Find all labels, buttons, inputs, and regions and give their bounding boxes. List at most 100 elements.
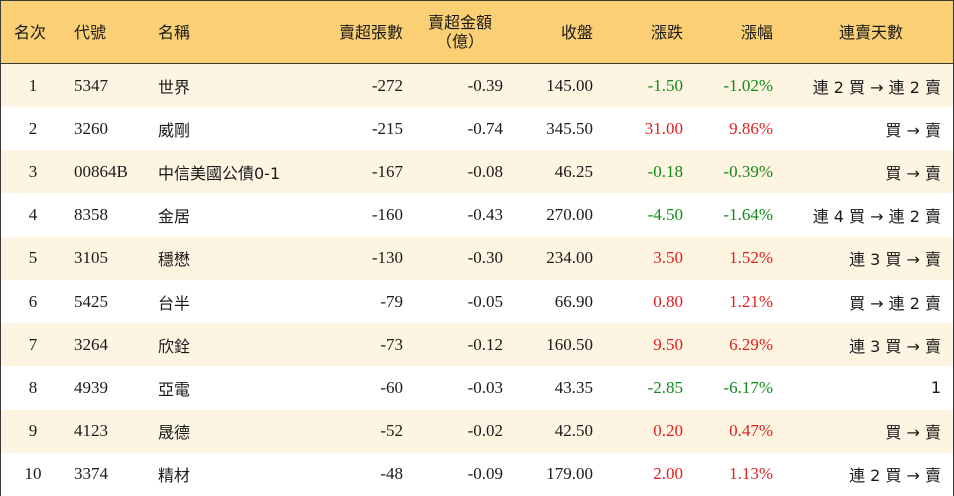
table-row: 7 3264 欣銓 -73 -0.12 160.50 9.50 6.29% 連 … [1,323,953,367]
streak-cell: 買 → 賣 [885,120,941,140]
header-sell-volume: 賣超張數 [338,22,403,42]
change-pct-cell: 6.29% [729,334,773,354]
code-cell: 4123 [74,421,108,441]
change-cell: 2.00 [653,464,683,484]
close-cell: 160.50 [546,334,593,354]
rank-cell: 1 [28,75,38,95]
streak-cell: 連 2 買 → 連 2 賣 [812,77,941,97]
change-cell: 0.20 [653,421,683,441]
header-change: 漲跌 [650,22,683,42]
sell-volume-cell: -73 [380,334,403,354]
sell-volume-cell: -48 [380,464,403,484]
change-cell: -0.18 [647,161,683,181]
change-pct-cell: 1.21% [729,291,773,311]
change-pct-cell: 1.13% [729,464,773,484]
name-cell: 晟德 [158,423,191,443]
sell-volume-cell: -130 [371,248,403,268]
header-change-pct: 漲幅 [740,22,773,42]
streak-cell: 連 4 買 → 連 2 賣 [812,207,941,227]
sell-amount-cell: -0.08 [467,161,503,181]
sell-volume-cell: -79 [380,291,403,311]
table-row: 3 00864B 中信美國公債0-1 -167 -0.08 46.25 -0.1… [1,150,953,194]
sell-amount-cell: -0.39 [467,75,503,95]
header-sell-amount-line2: （億） [435,32,484,51]
close-cell: 46.25 [554,161,593,181]
close-cell: 145.00 [546,75,593,95]
rank-cell: 2 [28,118,38,138]
sell-volume-cell: -52 [380,421,403,441]
close-cell: 234.00 [546,248,593,268]
name-cell: 欣銓 [158,336,191,356]
table-row: 8 4939 亞電 -60 -0.03 43.35 -2.85 -6.17% 1 [1,366,953,410]
sell-amount-cell: -0.05 [467,291,503,311]
header-streak: 連賣天數 [838,22,903,42]
change-pct-cell: 1.52% [729,248,773,268]
table-header: 名次 代號 名稱 賣超張數 賣超金額 （億） 收盤 漲跌 漲幅 連賣天數 [1,1,953,64]
sell-amount-cell: -0.12 [467,334,503,354]
table-row: 4 8358 金居 -160 -0.43 270.00 -4.50 -1.64%… [1,193,953,237]
close-cell: 270.00 [546,205,593,225]
sell-volume-cell: -60 [380,377,403,397]
name-cell: 精材 [158,466,191,486]
change-cell: 3.50 [653,248,683,268]
rank-cell: 10 [24,464,42,484]
sell-volume-cell: -272 [371,75,403,95]
table-row: 1 5347 世界 -272 -0.39 145.00 -1.50 -1.02%… [1,64,953,107]
header-sell-amount-line1: 賣超金額 [427,13,492,32]
rank-cell: 5 [28,248,38,268]
streak-cell: 連 2 買 → 賣 [849,466,941,486]
close-cell: 345.50 [546,118,593,138]
change-cell: -4.50 [647,205,683,225]
close-cell: 179.00 [546,464,593,484]
sell-volume-cell: -215 [371,118,403,138]
code-cell: 3260 [74,118,108,138]
change-pct-cell: 0.47% [729,421,773,441]
rank-cell: 3 [28,161,38,181]
table-row: 10 3374 精材 -48 -0.09 179.00 2.00 1.13% 連… [1,452,953,496]
code-cell: 3105 [74,248,108,268]
rank-cell: 7 [28,334,38,354]
name-cell: 金居 [158,207,191,227]
change-pct-cell: -1.64% [723,205,773,225]
streak-cell: 連 3 買 → 賣 [849,250,941,270]
table-row: 9 4123 晟德 -52 -0.02 42.50 0.20 0.47% 買 →… [1,409,953,453]
change-cell: 9.50 [653,334,683,354]
sell-volume-cell: -160 [371,205,403,225]
change-cell: 31.00 [644,118,683,138]
close-cell: 42.50 [554,421,593,441]
close-cell: 66.90 [554,291,593,311]
header-sell-amount: 賣超金額 （億） [418,1,502,63]
name-cell: 台半 [158,293,191,313]
code-cell: 00864B [74,161,128,181]
name-cell: 穩懋 [158,250,191,270]
rank-cell: 6 [28,291,38,311]
name-cell: 中信美國公債0-1 [158,163,281,183]
close-cell: 43.35 [554,377,593,397]
sell-amount-cell: -0.43 [467,205,503,225]
change-pct-cell: 9.86% [729,118,773,138]
sell-amount-cell: -0.74 [467,118,503,138]
change-pct-cell: -6.17% [723,377,773,397]
sell-amount-cell: -0.03 [467,377,503,397]
streak-cell: 買 → 連 2 賣 [849,293,941,313]
streak-cell: 1 [930,378,941,398]
code-cell: 3264 [74,334,108,354]
change-cell: -2.85 [647,377,683,397]
code-cell: 8358 [74,205,108,225]
sell-amount-cell: -0.02 [467,421,503,441]
streak-cell: 買 → 賣 [885,163,941,183]
change-pct-cell: -0.39% [723,161,773,181]
rank-cell: 9 [28,421,38,441]
change-cell: -1.50 [647,75,683,95]
change-cell: 0.80 [653,291,683,311]
rank-cell: 4 [28,205,38,225]
streak-cell: 連 3 買 → 賣 [849,336,941,356]
code-cell: 5425 [74,291,108,311]
header-rank: 名次 [14,22,47,42]
change-pct-cell: -1.02% [723,75,773,95]
table-row: 5 3105 穩懋 -130 -0.30 234.00 3.50 1.52% 連… [1,236,953,280]
code-cell: 3374 [74,464,108,484]
code-cell: 4939 [74,377,108,397]
table-row: 6 5425 台半 -79 -0.05 66.90 0.80 1.21% 買 →… [1,280,953,323]
